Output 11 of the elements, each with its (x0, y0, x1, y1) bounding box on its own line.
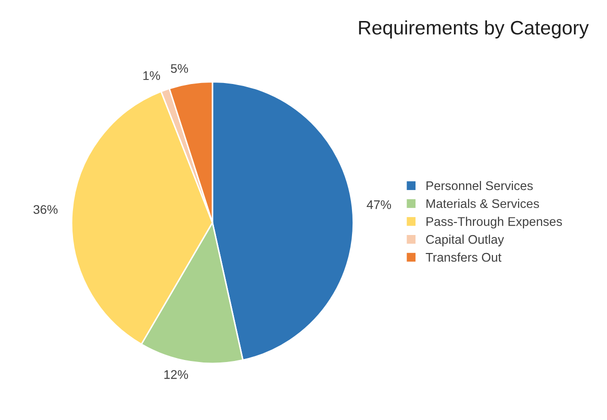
data-label: 36% (33, 205, 58, 214)
legend-label: Capital Outlay (426, 234, 504, 246)
data-label: 5% (170, 64, 188, 73)
legend-label: Pass-Through Expenses (426, 216, 562, 228)
data-label: 12% (164, 370, 188, 379)
legend-label: Transfers Out (426, 252, 502, 262)
data-label: 47% (366, 200, 392, 210)
chart-title: Requirements by Category (359, 20, 589, 38)
data-label: 1% (143, 71, 160, 80)
legend-label: Materials & Services (426, 198, 539, 208)
legend-label: Personnel Services (426, 180, 533, 190)
